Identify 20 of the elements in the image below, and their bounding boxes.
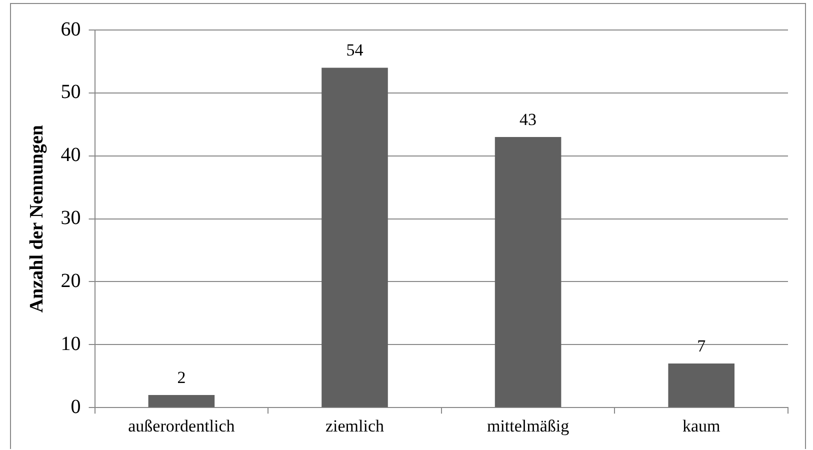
y-tick-label: 40 <box>60 144 81 166</box>
y-tick-label: 10 <box>60 332 81 355</box>
y-axis-title: Anzahl der Nennungen <box>26 124 48 313</box>
bar <box>494 136 562 408</box>
data-label: 7 <box>697 336 706 356</box>
x-tick-label: außerordentlich <box>128 416 236 436</box>
data-label: 2 <box>177 368 186 387</box>
data-label: 54 <box>346 40 364 60</box>
bar <box>322 68 388 408</box>
y-tick-label: 20 <box>60 270 81 292</box>
y-tick-label: 0 <box>70 396 81 418</box>
x-tick-label: mittelmäßig <box>486 416 570 436</box>
x-tick-label: ziemlich <box>325 416 385 436</box>
x-tick-label: kaum <box>682 416 720 436</box>
data-label: 43 <box>520 110 537 129</box>
y-tick-label: 60 <box>60 18 81 40</box>
bar <box>668 364 734 408</box>
bar <box>148 395 215 408</box>
y-tick-label: 50 <box>60 81 81 104</box>
y-tick-label: 30 <box>60 207 81 230</box>
